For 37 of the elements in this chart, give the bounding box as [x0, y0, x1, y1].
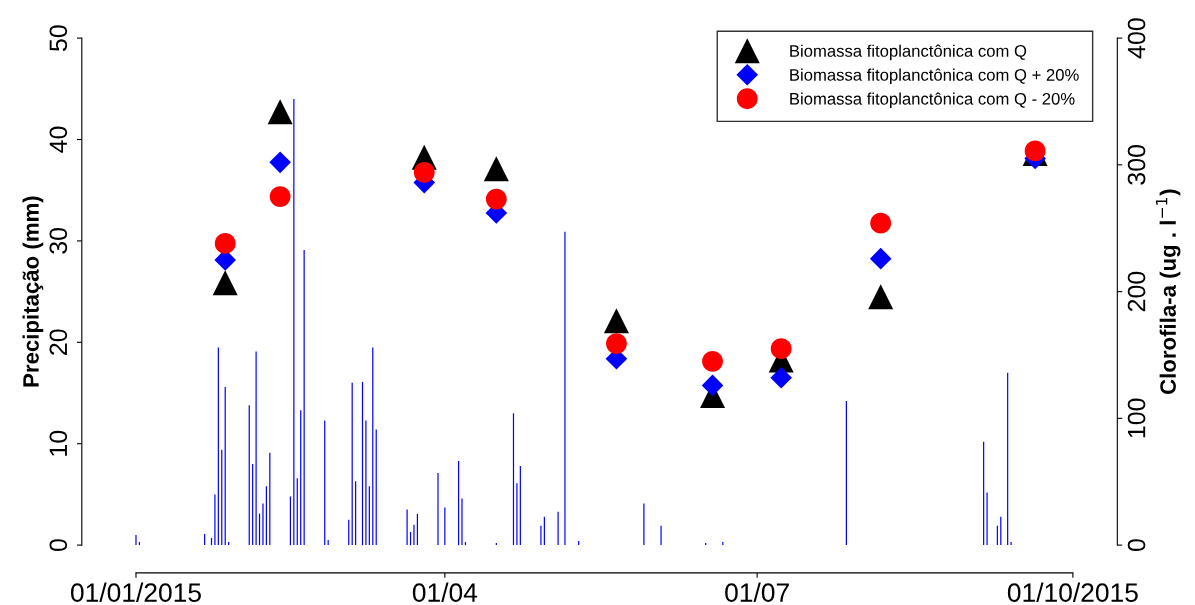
- point: [269, 151, 291, 174]
- point: [868, 284, 894, 310]
- y-tick-label: 20: [49, 329, 68, 355]
- point: [869, 247, 892, 270]
- legend-label: Biomassa fitoplanctônica com Q: [790, 44, 1027, 61]
- y-tick-label: 50: [49, 25, 68, 52]
- point: [770, 367, 792, 389]
- point: [212, 270, 238, 296]
- point: [485, 188, 507, 210]
- point: [701, 374, 724, 397]
- legend-label: Biomassa fitoplanctônica com Q - 20%: [790, 92, 1075, 109]
- point: [702, 350, 723, 372]
- x-tick-label: 01/01/2015: [70, 582, 201, 602]
- point: [606, 333, 627, 354]
- point: [267, 99, 293, 125]
- y2-tick-label: 400: [1127, 18, 1146, 59]
- point: [603, 308, 629, 334]
- y2-tick-label: 200: [1127, 271, 1146, 312]
- point: [870, 212, 892, 234]
- x-tick-label: 01/04: [412, 582, 478, 602]
- x-tick-label: 01/10/2015: [1007, 582, 1138, 602]
- y2-tick-label: 0: [1127, 539, 1146, 552]
- y2-axis-title: Clorofila-a (ug . l$^{−1}$): [1155, 189, 1181, 395]
- point: [214, 233, 236, 254]
- y-tick-label: 10: [49, 430, 68, 456]
- y2-tick-label: 100: [1127, 398, 1146, 438]
- point: [269, 186, 291, 207]
- y-tick-label: 0: [49, 539, 68, 552]
- point: [770, 338, 792, 360]
- legend-label: Biomassa fitoplanctônica com Q + 20%: [790, 68, 1079, 85]
- y-tick-label: 40: [49, 126, 68, 153]
- point: [483, 156, 509, 182]
- y-tick-label: 30: [49, 227, 68, 254]
- point: [413, 162, 435, 183]
- y-axis-title: Precipitação (mm): [22, 196, 44, 387]
- y2-tick-label: 300: [1127, 144, 1146, 185]
- x-tick-label: 01/07: [725, 582, 789, 602]
